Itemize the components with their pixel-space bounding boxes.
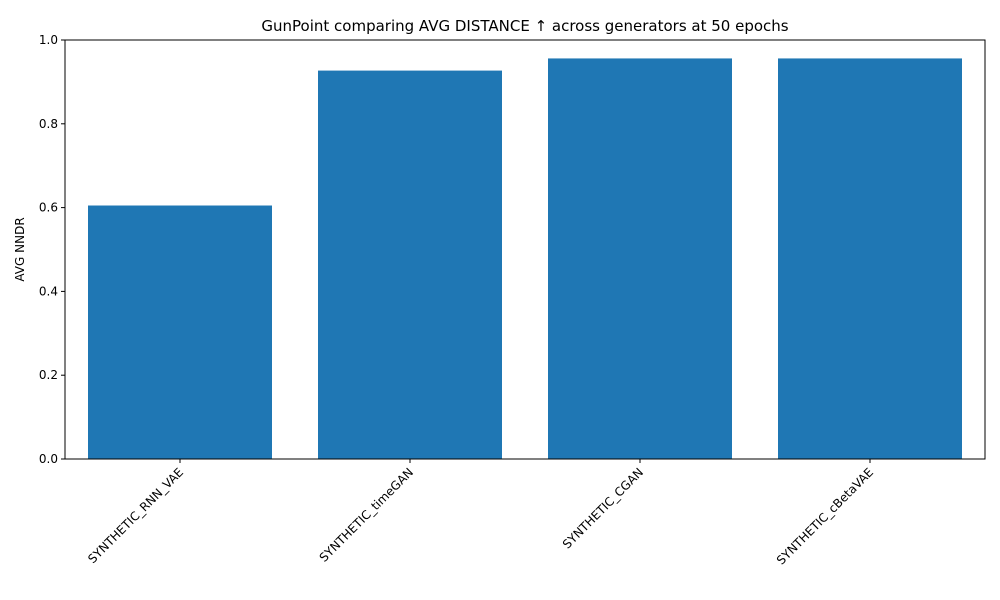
y-axis-title: AVG NNDR <box>13 217 27 281</box>
x-tick-label: SYNTHETIC_cBetaVAE <box>774 465 876 567</box>
y-tick-label: 0.4 <box>39 284 58 298</box>
y-tick-label: 0.8 <box>39 117 58 131</box>
bar-synthetic-cgan <box>548 58 732 459</box>
y-tick-label: 1.0 <box>39 33 58 47</box>
bar-synthetic-cbetavae <box>778 58 962 459</box>
x-tick-label: SYNTHETIC_CGAN <box>560 465 646 551</box>
y-tick-label: 0.0 <box>39 452 58 466</box>
plot-frame <box>64 39 986 460</box>
bar-synthetic-rnn-vae <box>88 205 272 459</box>
bar-synthetic-timegan <box>318 70 502 459</box>
x-tick-label: SYNTHETIC_RNN_VAE <box>85 465 186 566</box>
chart-title: GunPoint comparing AVG DISTANCE ↑ across… <box>261 17 788 35</box>
x-tick-label: SYNTHETIC_timeGAN <box>317 465 416 564</box>
y-tick-label: 0.6 <box>39 201 58 215</box>
y-axis: 0.0 0.2 0.4 0.6 0.8 1.0 <box>39 33 65 466</box>
y-tick-label: 0.2 <box>39 368 58 382</box>
bars <box>88 58 962 459</box>
x-axis: SYNTHETIC_RNN_VAE SYNTHETIC_timeGAN SYNTHE… <box>85 459 876 567</box>
